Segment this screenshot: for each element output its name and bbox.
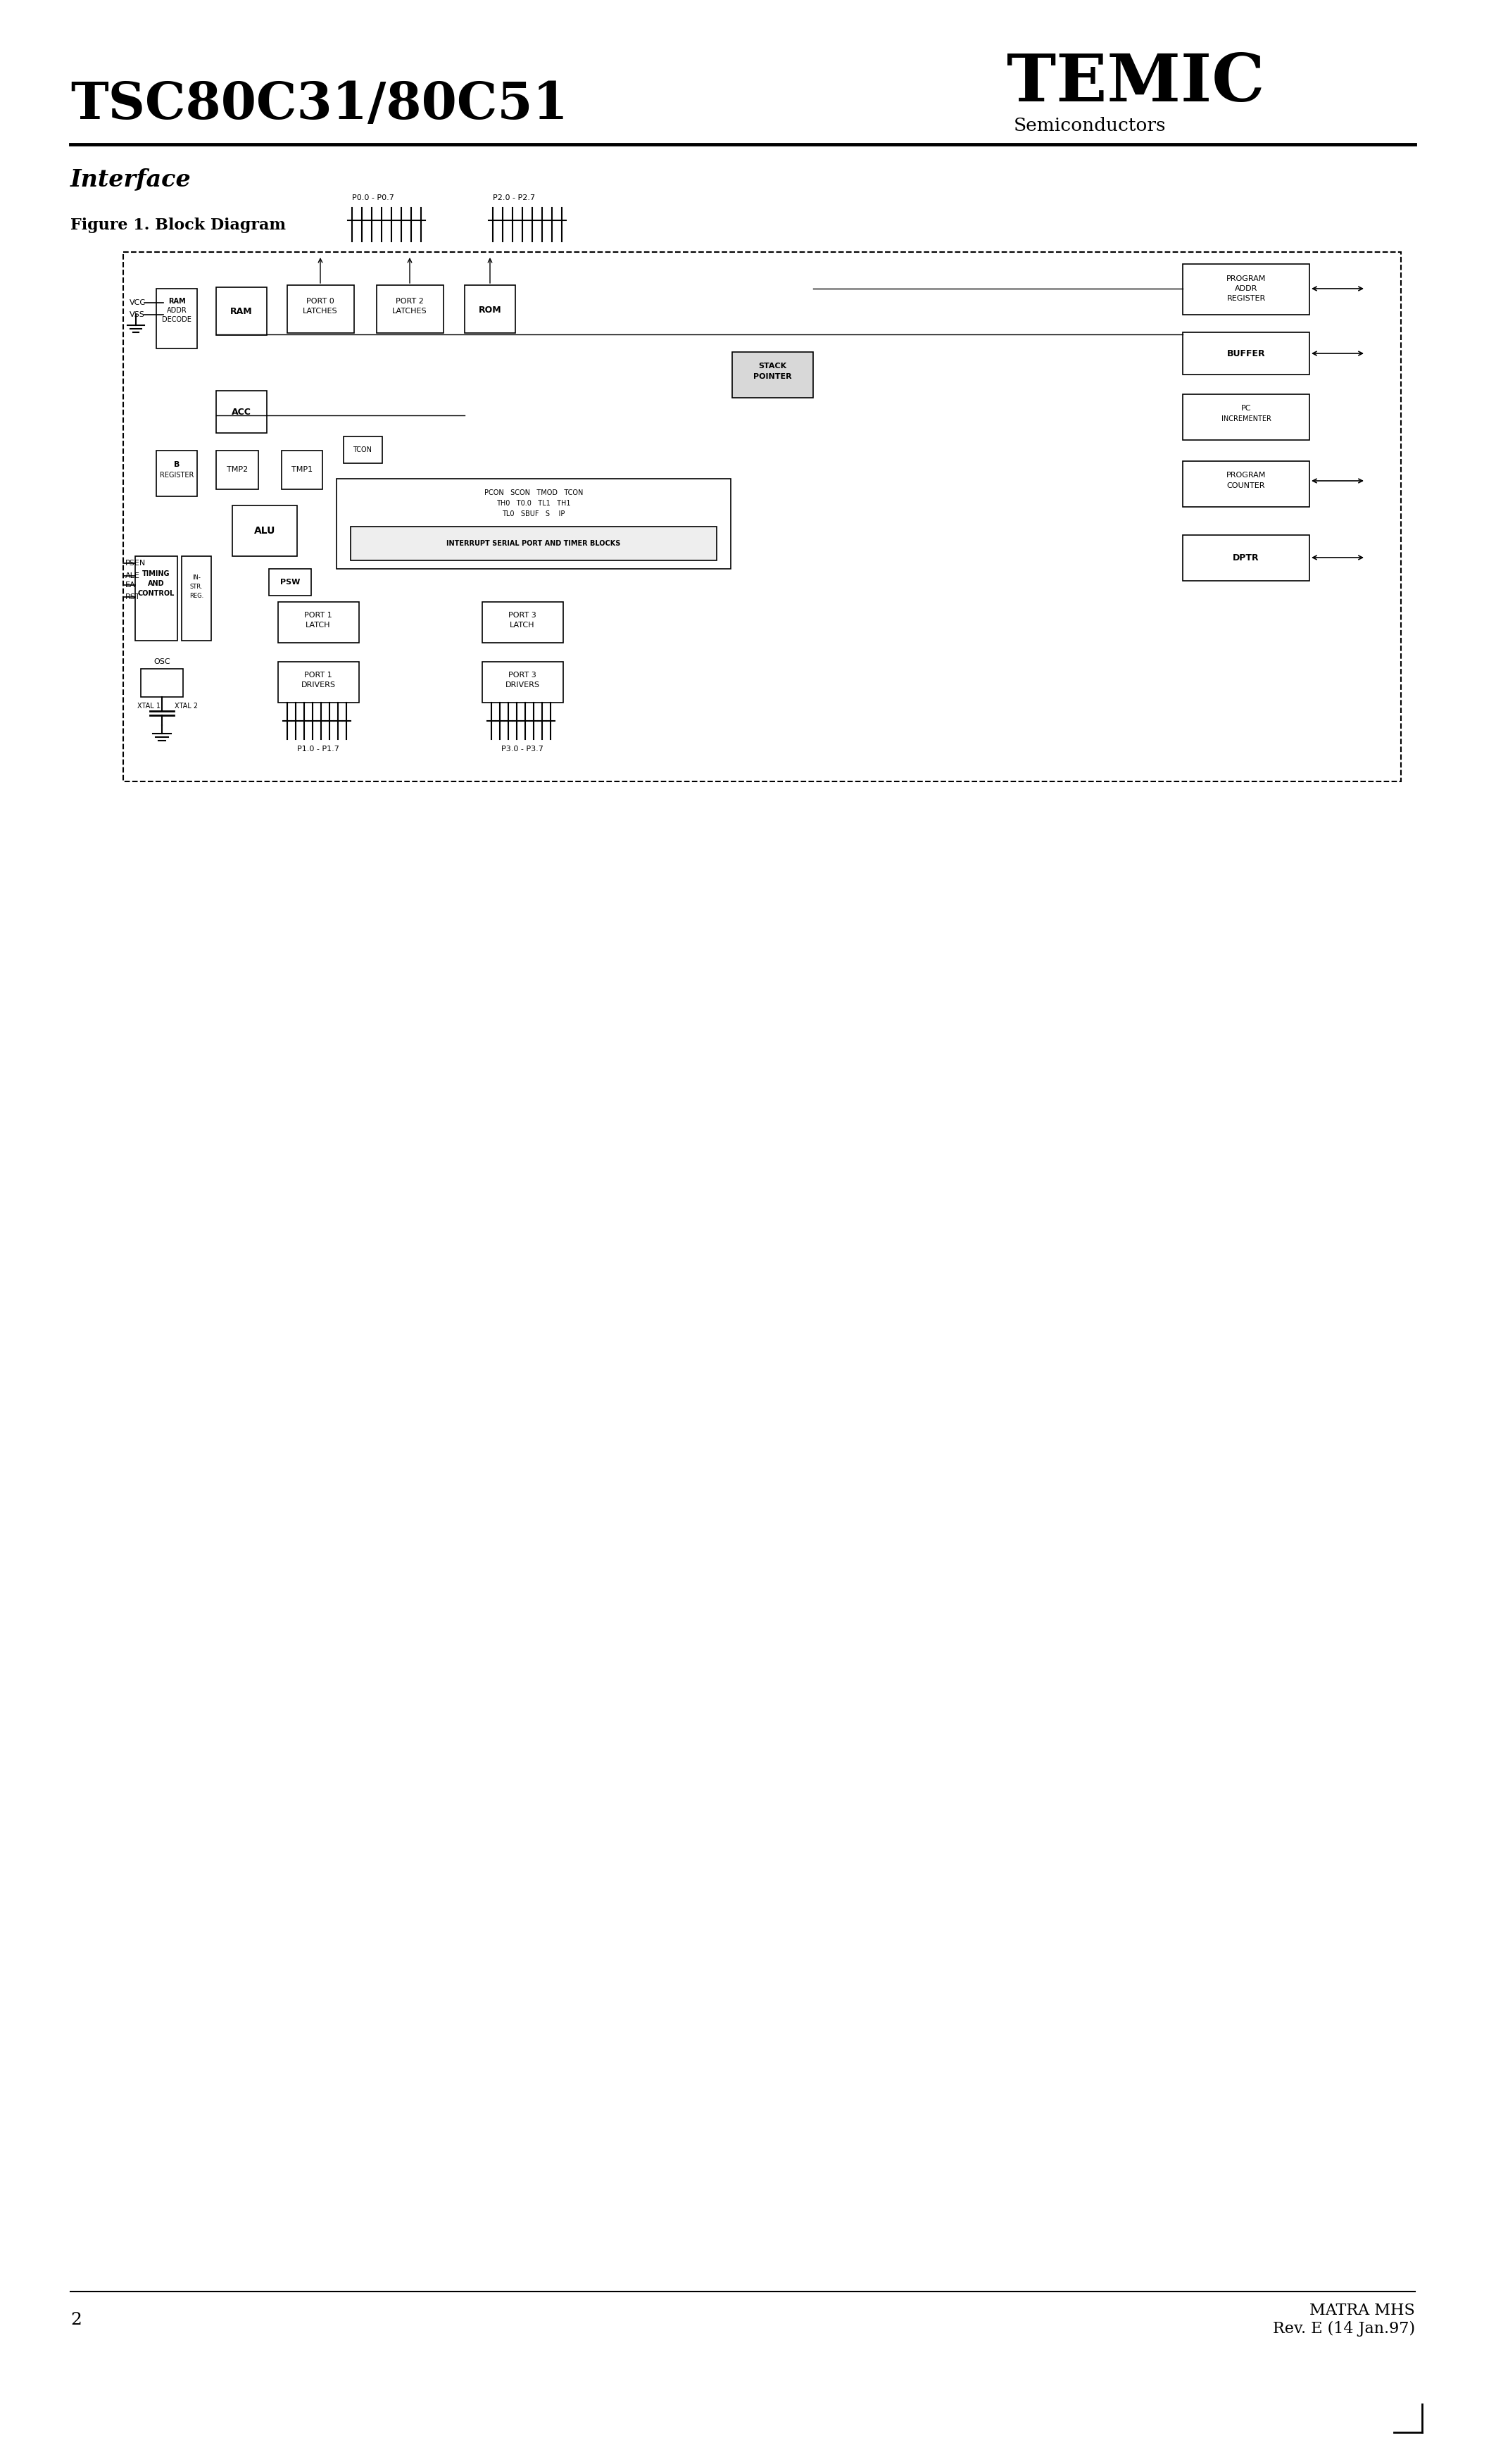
Text: MATRA MHS: MATRA MHS	[1309, 2304, 1415, 2319]
Bar	[350, 527, 717, 559]
Text: PSW: PSW	[280, 579, 301, 586]
Bar	[465, 286, 515, 333]
Bar	[156, 451, 197, 495]
Bar	[344, 436, 383, 463]
Text: RST: RST	[126, 594, 141, 601]
Text: PORT 1: PORT 1	[304, 673, 332, 678]
Bar	[215, 451, 259, 490]
Bar	[278, 663, 359, 702]
Text: Rev. E (14 Jan.97): Rev. E (14 Jan.97)	[1273, 2321, 1415, 2336]
Text: VSS: VSS	[130, 310, 145, 318]
Text: TEMIC: TEMIC	[1007, 52, 1264, 116]
Text: LATCHES: LATCHES	[392, 308, 428, 315]
Text: LATCHES: LATCHES	[302, 308, 338, 315]
Bar	[732, 352, 814, 397]
Text: TH0   T0.0   TL1   TH1: TH0 T0.0 TL1 TH1	[497, 500, 571, 508]
Text: 2: 2	[70, 2311, 82, 2328]
Bar	[1183, 333, 1309, 375]
Text: PORT 1: PORT 1	[304, 611, 332, 618]
Text: AND: AND	[148, 579, 165, 586]
Text: REGISTER: REGISTER	[160, 471, 194, 478]
Text: VCC: VCC	[130, 298, 145, 306]
Text: Semiconductors: Semiconductors	[1014, 116, 1167, 133]
Bar	[281, 451, 323, 490]
Text: DRIVERS: DRIVERS	[301, 683, 335, 687]
Text: REG.: REG.	[190, 591, 203, 599]
Text: DECODE: DECODE	[162, 315, 191, 323]
Text: P2.0 - P2.7: P2.0 - P2.7	[492, 195, 536, 202]
Text: CONTROL: CONTROL	[138, 589, 175, 596]
Text: ADDR: ADDR	[166, 308, 187, 313]
Text: ALE: ALE	[126, 572, 141, 579]
Text: B: B	[174, 461, 180, 468]
Text: ACC: ACC	[232, 407, 251, 416]
Text: IN-: IN-	[193, 574, 200, 582]
Bar	[123, 251, 1400, 781]
Text: Interface: Interface	[70, 168, 191, 192]
Text: TMP2: TMP2	[226, 466, 248, 473]
Text: PSEN: PSEN	[126, 559, 147, 567]
Text: RAM: RAM	[168, 298, 186, 306]
Bar	[1183, 264, 1309, 315]
Bar	[215, 392, 266, 434]
Bar	[215, 288, 266, 335]
Bar	[1183, 394, 1309, 441]
Text: STR.: STR.	[190, 584, 203, 589]
Text: INCREMENTER: INCREMENTER	[1221, 416, 1272, 421]
Text: XTAL 2: XTAL 2	[175, 702, 197, 710]
Bar	[287, 286, 355, 333]
Text: PROGRAM: PROGRAM	[1227, 276, 1266, 283]
Text: ALU: ALU	[254, 525, 275, 535]
Text: OSC: OSC	[154, 658, 171, 665]
Text: STACK: STACK	[758, 362, 787, 370]
Text: RAM: RAM	[230, 306, 253, 315]
Text: BUFFER: BUFFER	[1227, 350, 1266, 357]
Text: DRIVERS: DRIVERS	[506, 683, 540, 687]
Text: LATCH: LATCH	[305, 621, 331, 628]
Text: EA: EA	[126, 582, 136, 589]
Text: TIMING: TIMING	[142, 569, 171, 577]
Bar	[232, 505, 298, 557]
Bar	[156, 288, 197, 347]
Text: TSC80C31/80C51: TSC80C31/80C51	[70, 79, 568, 128]
Bar	[377, 286, 443, 333]
Bar	[482, 663, 562, 702]
Text: ROM: ROM	[479, 306, 501, 315]
Text: PROGRAM: PROGRAM	[1227, 471, 1266, 478]
Bar	[135, 557, 178, 641]
Text: XTAL 1: XTAL 1	[138, 702, 160, 710]
Text: POINTER: POINTER	[752, 372, 791, 379]
Text: P1.0 - P1.7: P1.0 - P1.7	[298, 747, 340, 752]
Bar	[278, 601, 359, 643]
Text: TCON: TCON	[353, 446, 373, 453]
Bar	[1183, 535, 1309, 582]
Bar	[269, 569, 311, 596]
Text: PORT 2: PORT 2	[396, 298, 423, 306]
Text: PCON   SCON   TMOD   TCON: PCON SCON TMOD TCON	[485, 490, 583, 495]
Text: DPTR: DPTR	[1233, 552, 1260, 562]
Text: LATCH: LATCH	[510, 621, 536, 628]
Text: Figure 1. Block Diagram: Figure 1. Block Diagram	[70, 217, 286, 234]
Text: PORT 3: PORT 3	[509, 673, 537, 678]
Bar	[181, 557, 211, 641]
Text: INTERRUPT SERIAL PORT AND TIMER BLOCKS: INTERRUPT SERIAL PORT AND TIMER BLOCKS	[447, 540, 621, 547]
Text: PORT 3: PORT 3	[509, 611, 537, 618]
Bar	[141, 668, 183, 697]
Text: P0.0 - P0.7: P0.0 - P0.7	[352, 195, 395, 202]
Bar	[1183, 461, 1309, 508]
Bar	[337, 478, 730, 569]
Text: P3.0 - P3.7: P3.0 - P3.7	[501, 747, 543, 752]
Text: PC: PC	[1242, 404, 1251, 411]
Text: REGISTER: REGISTER	[1227, 296, 1266, 303]
Text: TL0   SBUF   S    IP: TL0 SBUF S IP	[503, 510, 565, 517]
Text: PORT 0: PORT 0	[307, 298, 334, 306]
Bar	[482, 601, 562, 643]
Text: ADDR: ADDR	[1234, 286, 1258, 293]
Text: TMP1: TMP1	[292, 466, 313, 473]
Text: COUNTER: COUNTER	[1227, 483, 1266, 490]
